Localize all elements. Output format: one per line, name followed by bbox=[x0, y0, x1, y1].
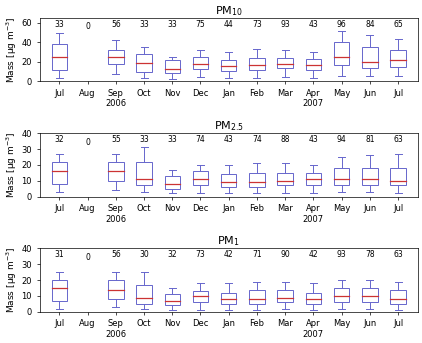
Bar bbox=[193, 171, 208, 186]
Bar bbox=[221, 174, 236, 187]
Text: 93: 93 bbox=[337, 250, 346, 259]
Text: 33: 33 bbox=[168, 20, 177, 29]
Text: 43: 43 bbox=[308, 135, 318, 144]
Text: 75: 75 bbox=[196, 20, 206, 29]
Text: 43: 43 bbox=[308, 20, 318, 29]
Bar bbox=[277, 289, 293, 302]
Bar bbox=[221, 293, 236, 304]
Text: 71: 71 bbox=[252, 250, 262, 259]
Bar bbox=[362, 47, 378, 68]
Text: 84: 84 bbox=[365, 20, 375, 29]
Text: 33: 33 bbox=[139, 20, 149, 29]
Bar bbox=[165, 294, 180, 306]
Bar bbox=[51, 44, 67, 70]
Bar bbox=[306, 59, 321, 70]
Text: 73: 73 bbox=[196, 250, 206, 259]
Bar bbox=[277, 173, 293, 186]
Text: 44: 44 bbox=[224, 20, 234, 29]
Bar bbox=[390, 289, 406, 304]
Y-axis label: Mass [μg m$^{-3}$]: Mass [μg m$^{-3}$] bbox=[4, 16, 19, 83]
Bar bbox=[362, 168, 378, 186]
Bar bbox=[390, 50, 406, 67]
Bar bbox=[334, 42, 349, 65]
Text: 0: 0 bbox=[85, 138, 90, 147]
Y-axis label: Mass [μg m$^{-3}$]: Mass [μg m$^{-3}$] bbox=[4, 247, 19, 314]
Text: 43: 43 bbox=[224, 135, 234, 144]
Text: 93: 93 bbox=[280, 20, 290, 29]
Text: 63: 63 bbox=[393, 135, 403, 144]
Text: 78: 78 bbox=[365, 250, 375, 259]
Y-axis label: Mass [μg m$^{-3}$]: Mass [μg m$^{-3}$] bbox=[4, 132, 19, 198]
Bar bbox=[306, 293, 321, 304]
Text: 42: 42 bbox=[224, 250, 233, 259]
Bar bbox=[136, 54, 152, 72]
Bar bbox=[249, 173, 265, 187]
Bar bbox=[362, 288, 378, 302]
Title: PM$_{10}$: PM$_{10}$ bbox=[215, 4, 243, 18]
Bar bbox=[249, 289, 265, 304]
Text: 55: 55 bbox=[111, 135, 121, 144]
Text: 56: 56 bbox=[111, 250, 121, 259]
Bar bbox=[108, 50, 124, 64]
Text: 31: 31 bbox=[54, 250, 64, 259]
Bar bbox=[193, 291, 208, 302]
Bar bbox=[108, 162, 124, 181]
Bar bbox=[390, 168, 406, 186]
Bar bbox=[306, 173, 321, 186]
Bar bbox=[165, 60, 180, 73]
Title: PM$_{2.5}$: PM$_{2.5}$ bbox=[214, 119, 244, 133]
Text: 33: 33 bbox=[54, 20, 64, 29]
Text: 73: 73 bbox=[252, 20, 262, 29]
Text: 0: 0 bbox=[85, 253, 90, 262]
Text: 90: 90 bbox=[280, 250, 290, 259]
Text: 32: 32 bbox=[54, 135, 64, 144]
Title: PM$_{1}$: PM$_{1}$ bbox=[217, 235, 240, 248]
Text: 42: 42 bbox=[308, 250, 318, 259]
Text: 30: 30 bbox=[139, 250, 149, 259]
Text: 33: 33 bbox=[168, 135, 177, 144]
Text: 94: 94 bbox=[337, 135, 346, 144]
Text: 88: 88 bbox=[281, 135, 290, 144]
Text: 56: 56 bbox=[111, 20, 121, 29]
Text: 74: 74 bbox=[252, 135, 262, 144]
Bar bbox=[277, 58, 293, 68]
Text: 96: 96 bbox=[337, 20, 346, 29]
Bar bbox=[334, 288, 349, 302]
Text: 81: 81 bbox=[365, 135, 375, 144]
Bar bbox=[51, 162, 67, 184]
Text: 65: 65 bbox=[393, 20, 403, 29]
Text: 33: 33 bbox=[139, 135, 149, 144]
Bar bbox=[249, 58, 265, 70]
Text: 32: 32 bbox=[168, 250, 177, 259]
Bar bbox=[108, 280, 124, 299]
Bar bbox=[334, 168, 349, 186]
Bar bbox=[165, 176, 180, 189]
Text: 63: 63 bbox=[393, 250, 403, 259]
Bar bbox=[221, 60, 236, 71]
Text: 0: 0 bbox=[85, 22, 90, 32]
Bar bbox=[193, 57, 208, 69]
Bar bbox=[51, 280, 67, 301]
Bar bbox=[136, 285, 152, 304]
Text: 74: 74 bbox=[196, 135, 206, 144]
Bar bbox=[136, 162, 152, 186]
